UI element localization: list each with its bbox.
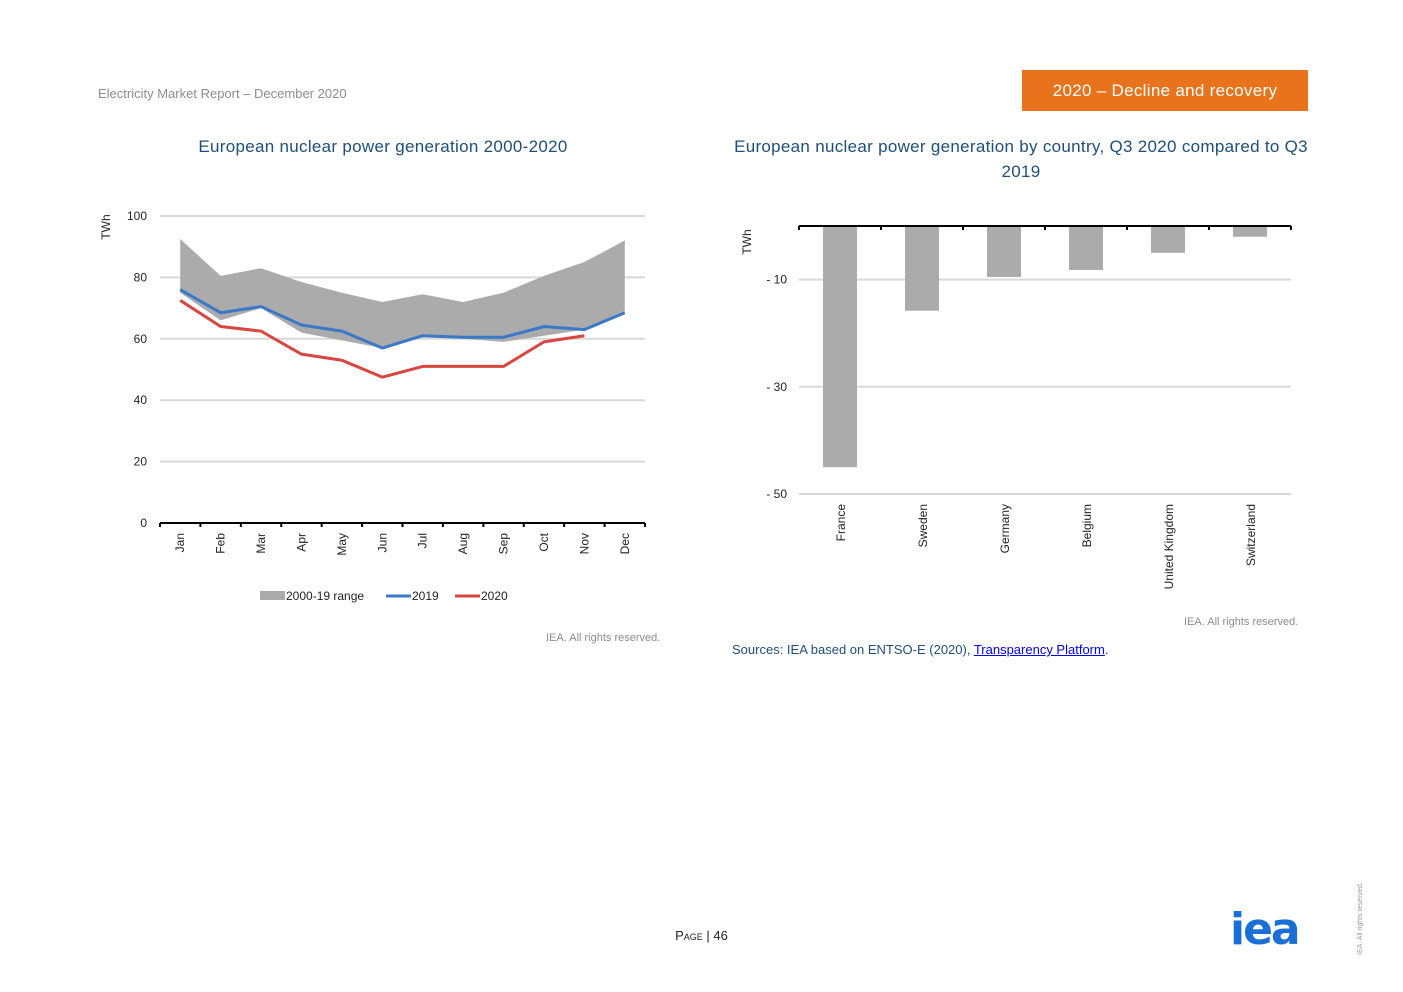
bar-germany (987, 226, 1021, 277)
y-tick-label: 60 (134, 332, 148, 346)
x-tick-label: Apr (294, 533, 308, 552)
report-title: Electricity Market Report – December 202… (98, 86, 347, 101)
side-rights-note: IEA. All rights reserved. (1357, 882, 1364, 955)
x-tick-label: Dec (618, 533, 632, 554)
y-axis-label: TWh (740, 229, 754, 254)
section-badge: 2020 – Decline and recovery (1022, 70, 1308, 111)
x-tick-label: Feb (214, 533, 228, 554)
chart-title-left: European nuclear power generation 2000-2… (198, 137, 568, 156)
page-word: Page (675, 928, 703, 943)
y-tick-label: 80 (134, 270, 148, 284)
page-number: Page | 46 (0, 928, 1403, 943)
x-tick-label: Belgium (1080, 504, 1094, 547)
y-tick-label: - 10 (766, 273, 787, 287)
x-tick-label: Jul (416, 533, 430, 548)
legend-label-2019: 2019 (412, 589, 439, 603)
sources-note: Sources: IEA based on ENTSO-E (2020), Tr… (732, 642, 1108, 657)
y-axis-label: TWh (99, 214, 113, 239)
y-tick-label: - 50 (766, 487, 787, 501)
rights-note-left: IEA. All rights reserved. (546, 632, 661, 644)
x-tick-label: Nov (577, 533, 591, 554)
x-tick-label: Germany (998, 504, 1012, 553)
x-tick-label: United Kingdom (1162, 504, 1176, 589)
legend-swatch-range (260, 591, 285, 600)
legend-label-range: 2000-19 range (286, 589, 364, 603)
bar-sweden (905, 226, 939, 311)
x-tick-label: France (834, 504, 848, 542)
bar-switzerland (1233, 226, 1267, 237)
x-tick-label: Sweden (916, 504, 930, 547)
bar-chart: - 10 - 30 - 50 TWh France Sweden Germany Belgiu… (740, 225, 1292, 589)
x-tick-label: May (335, 533, 349, 556)
legend-label-2020: 2020 (481, 589, 508, 603)
y-tick-label: 20 (134, 455, 148, 469)
sources-suffix: . (1104, 642, 1109, 657)
y-tick-label: - 30 (766, 380, 787, 394)
x-tick-label: Oct (537, 532, 551, 551)
bar-united-kingdom (1151, 226, 1185, 253)
y-tick-label: 40 (134, 393, 148, 407)
y-tick-label: 0 (140, 516, 147, 530)
transparency-platform-link[interactable]: Transparency Platform (973, 642, 1105, 657)
y-tick-label: 100 (127, 209, 147, 223)
chart-title-right: European nuclear power generation by cou… (734, 137, 1308, 181)
iea-logo[interactable]: iea (1230, 904, 1301, 955)
x-tick-label: Jan (173, 533, 187, 552)
page-number-value: | 46 (706, 928, 728, 943)
x-tick-label: Jun (375, 533, 389, 552)
x-tick-label: Mar (254, 533, 268, 554)
series-line-2020 (179, 299, 585, 379)
sources-prefix: Sources: IEA based on ENTSO-E (2020), (732, 642, 974, 657)
x-tick-label: Switzerland (1244, 504, 1258, 566)
x-tick-label: Aug (456, 533, 470, 554)
rights-note-right: IEA. All rights reserved. (1184, 616, 1299, 628)
bar-france (823, 226, 857, 468)
bar-belgium (1069, 226, 1103, 270)
line-area-chart: 0 20 40 60 80 100 TWh Jan Feb Mar Apr May Jun Jul Aug S… (99, 209, 646, 603)
x-tick-label: Sep (497, 533, 511, 555)
series-line-2019 (179, 288, 626, 350)
